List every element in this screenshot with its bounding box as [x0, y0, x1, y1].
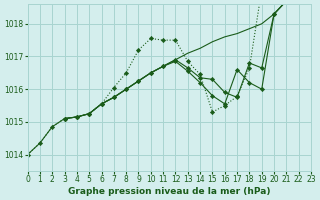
X-axis label: Graphe pression niveau de la mer (hPa): Graphe pression niveau de la mer (hPa): [68, 187, 270, 196]
